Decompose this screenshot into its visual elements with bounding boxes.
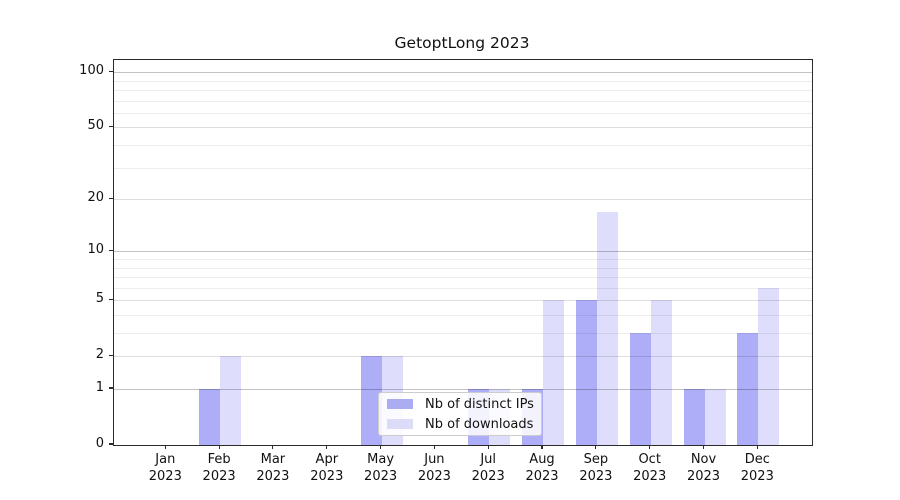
gridline-minor <box>114 100 812 102</box>
y-tick-mark <box>108 298 113 300</box>
bar-downloads <box>543 300 564 445</box>
bar-distinct-ips <box>199 389 221 445</box>
y-tick-label: 100 <box>79 63 104 79</box>
y-tick-label: 2 <box>95 347 104 363</box>
x-tick-mark <box>487 445 489 450</box>
y-tick-label: 5 <box>95 291 104 307</box>
legend-item-distinct-ips: Nb of distinct IPs <box>387 396 534 412</box>
y-tick-mark <box>108 443 113 445</box>
legend-swatch-downloads <box>387 419 413 429</box>
bar-downloads <box>758 287 780 445</box>
x-tick-mark <box>380 445 382 450</box>
legend-swatch-distinct-ips <box>387 399 413 409</box>
x-tick-mark <box>433 445 435 450</box>
x-tick-mark <box>164 445 166 450</box>
gridline-major <box>114 300 812 302</box>
x-tick-mark <box>272 445 274 450</box>
bar-downloads <box>220 356 242 445</box>
bar-downloads <box>596 211 618 445</box>
bar-distinct-ips <box>360 356 382 445</box>
y-tick-mark <box>108 197 113 199</box>
y-tick-mark <box>108 354 113 356</box>
gridline-major <box>114 127 812 129</box>
x-tick-label: Jun 2023 <box>417 452 451 484</box>
x-tick-mark <box>649 445 651 450</box>
gridline-minor <box>114 277 812 278</box>
x-tick-label: Mar 2023 <box>256 452 290 484</box>
x-tick-label: Jul 2023 <box>471 452 505 484</box>
gridline-minor <box>114 167 812 169</box>
x-tick-label: Jan 2023 <box>148 452 182 484</box>
bar-downloads <box>704 389 726 445</box>
gridline-minor <box>114 315 812 316</box>
x-tick-mark <box>756 445 758 450</box>
y-tick-label: 20 <box>87 190 104 206</box>
y-tick-mark <box>108 125 113 127</box>
x-tick-label: May 2023 <box>364 452 398 484</box>
gridline-major <box>114 389 812 390</box>
bar-distinct-ips <box>575 300 597 445</box>
x-tick-label: Oct 2023 <box>633 452 667 484</box>
gridline-major <box>114 251 812 253</box>
gridline-minor <box>114 333 812 334</box>
legend-item-downloads: Nb of downloads <box>387 417 533 432</box>
legend-label-downloads: Nb of downloads <box>425 416 534 432</box>
gridline-major <box>114 356 812 358</box>
bar-distinct-ips <box>683 389 705 445</box>
legend-label-distinct-ips: Nb of distinct IPs <box>425 396 534 412</box>
y-tick-label: 10 <box>87 242 104 258</box>
x-tick-label: Feb 2023 <box>202 452 236 484</box>
y-tick-label: 0 <box>95 436 104 451</box>
gridline-minor <box>114 287 812 289</box>
y-tick-label: 1 <box>95 380 104 395</box>
x-tick-label: Aug 2023 <box>525 452 559 484</box>
y-tick-mark <box>108 387 113 389</box>
gridline-minor <box>114 267 812 269</box>
bar-downloads <box>650 300 672 445</box>
y-tick-label: 50 <box>87 118 104 134</box>
bar-distinct-ips <box>737 333 759 445</box>
y-tick-mark <box>108 249 113 251</box>
x-tick-mark <box>702 445 705 450</box>
x-tick-label: Nov 2023 <box>686 452 721 484</box>
x-tick-label: Dec 2023 <box>740 452 774 484</box>
x-tick-mark <box>541 445 543 450</box>
legend: Nb of distinct IPs Nb of downloads <box>378 392 542 436</box>
gridline-major <box>114 72 812 74</box>
plot-area <box>113 59 813 446</box>
gridline-major <box>114 199 812 201</box>
gridline-minor <box>114 259 812 260</box>
y-tick-mark <box>108 70 113 72</box>
x-tick-label: Sep 2023 <box>579 452 613 484</box>
chart-title: GetoptLong 2023 <box>394 34 530 52</box>
x-tick-mark <box>595 445 597 450</box>
bar-distinct-ips <box>629 333 651 445</box>
gridline-minor <box>114 90 812 91</box>
x-tick-label: Apr 2023 <box>310 452 344 484</box>
gridline-minor <box>114 112 812 114</box>
gridline-minor <box>114 145 812 146</box>
x-tick-mark <box>218 445 220 450</box>
gridline-minor <box>114 80 812 82</box>
x-tick-mark <box>326 445 328 450</box>
